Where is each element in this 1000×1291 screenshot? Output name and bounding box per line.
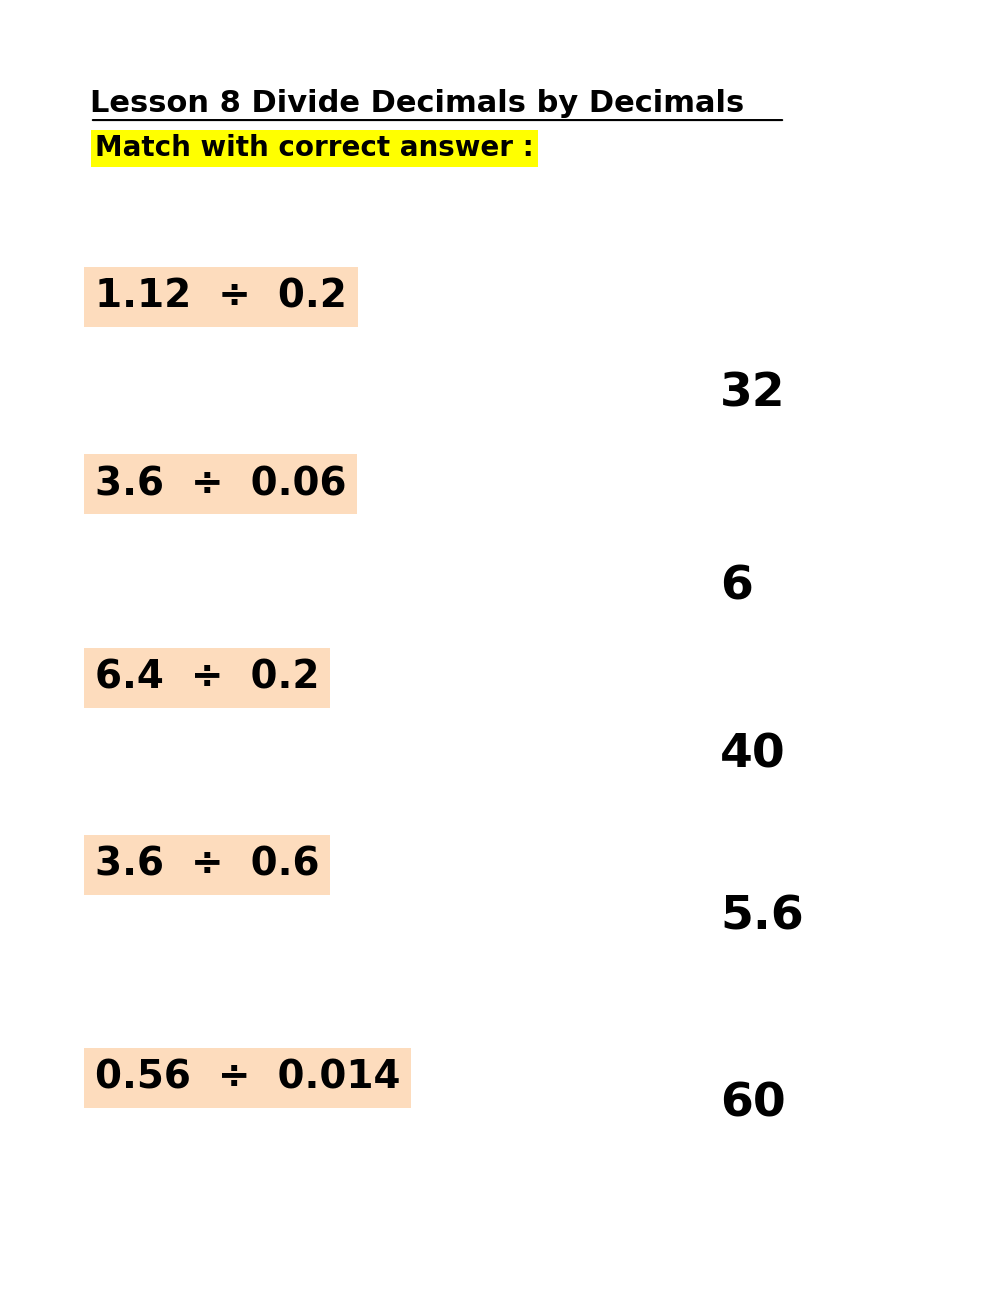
Text: 6.4  ÷  0.2: 6.4 ÷ 0.2	[95, 658, 320, 697]
Text: 3.6  ÷  0.6: 3.6 ÷ 0.6	[95, 846, 320, 884]
Text: 3.6  ÷  0.06: 3.6 ÷ 0.06	[95, 465, 347, 503]
Text: 40: 40	[720, 733, 786, 777]
Text: 5.6: 5.6	[720, 895, 804, 939]
Text: 32: 32	[720, 372, 786, 416]
Text: Match with correct answer :: Match with correct answer :	[95, 134, 534, 163]
Text: 6: 6	[720, 565, 753, 609]
Text: Lesson 8 Divide Decimals by Decimals: Lesson 8 Divide Decimals by Decimals	[90, 89, 744, 117]
Text: 1.12  ÷  0.2: 1.12 ÷ 0.2	[95, 278, 347, 316]
Text: 60: 60	[720, 1082, 786, 1126]
Text: 0.56  ÷  0.014: 0.56 ÷ 0.014	[95, 1059, 400, 1097]
